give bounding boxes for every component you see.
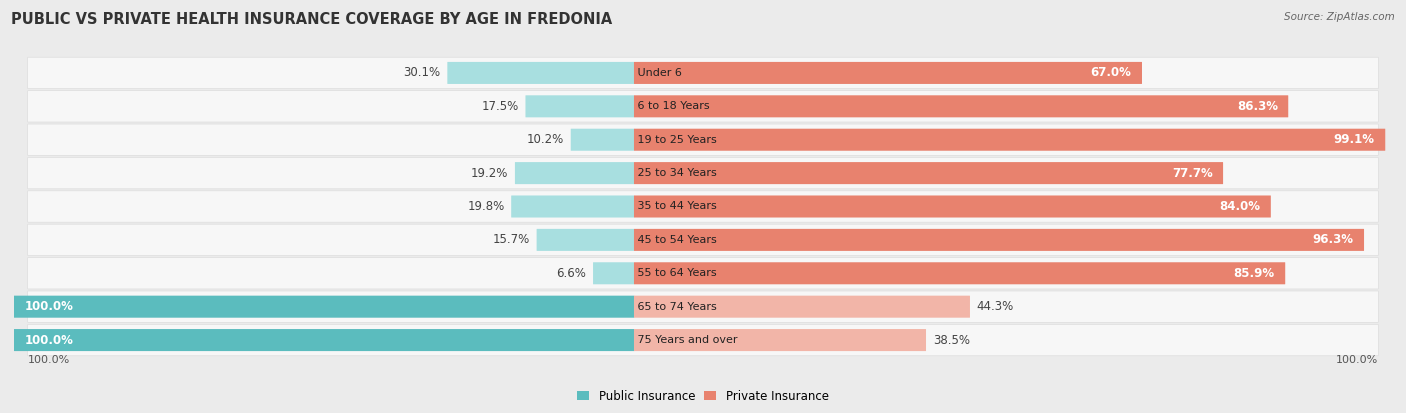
Text: 25 to 34 Years: 25 to 34 Years: [634, 168, 717, 178]
FancyBboxPatch shape: [28, 57, 1378, 89]
Text: 6 to 18 Years: 6 to 18 Years: [634, 101, 710, 112]
FancyBboxPatch shape: [28, 191, 1378, 222]
Text: 100.0%: 100.0%: [1336, 355, 1378, 365]
FancyBboxPatch shape: [28, 258, 1378, 289]
Text: 6.6%: 6.6%: [557, 267, 586, 280]
Text: PUBLIC VS PRIVATE HEALTH INSURANCE COVERAGE BY AGE IN FREDONIA: PUBLIC VS PRIVATE HEALTH INSURANCE COVER…: [11, 12, 613, 27]
Text: 100.0%: 100.0%: [24, 300, 73, 313]
Text: Under 6: Under 6: [634, 68, 682, 78]
FancyBboxPatch shape: [634, 262, 1285, 284]
Text: 30.1%: 30.1%: [404, 66, 440, 79]
FancyBboxPatch shape: [28, 291, 1378, 323]
Text: 100.0%: 100.0%: [28, 355, 70, 365]
Text: 45 to 54 Years: 45 to 54 Years: [634, 235, 717, 245]
Text: 19.2%: 19.2%: [471, 166, 508, 180]
Text: 35 to 44 Years: 35 to 44 Years: [634, 202, 717, 211]
Text: 38.5%: 38.5%: [932, 334, 970, 347]
FancyBboxPatch shape: [571, 129, 634, 151]
Text: 75 Years and over: 75 Years and over: [634, 335, 738, 345]
FancyBboxPatch shape: [28, 157, 1378, 189]
Text: 84.0%: 84.0%: [1219, 200, 1260, 213]
FancyBboxPatch shape: [515, 162, 634, 184]
Text: 10.2%: 10.2%: [527, 133, 564, 146]
Text: 86.3%: 86.3%: [1237, 100, 1278, 113]
Text: 99.1%: 99.1%: [1334, 133, 1375, 146]
Text: 65 to 74 Years: 65 to 74 Years: [634, 301, 717, 312]
Legend: Public Insurance, Private Insurance: Public Insurance, Private Insurance: [572, 385, 834, 408]
Text: 15.7%: 15.7%: [492, 233, 530, 247]
Text: 19.8%: 19.8%: [467, 200, 505, 213]
FancyBboxPatch shape: [634, 162, 1223, 184]
FancyBboxPatch shape: [634, 129, 1385, 151]
Text: 67.0%: 67.0%: [1091, 66, 1132, 79]
FancyBboxPatch shape: [447, 62, 634, 84]
FancyBboxPatch shape: [634, 195, 1271, 218]
FancyBboxPatch shape: [28, 224, 1378, 256]
FancyBboxPatch shape: [28, 324, 1378, 356]
Text: 44.3%: 44.3%: [977, 300, 1014, 313]
Text: 77.7%: 77.7%: [1171, 166, 1212, 180]
FancyBboxPatch shape: [28, 124, 1378, 155]
FancyBboxPatch shape: [634, 229, 1364, 251]
FancyBboxPatch shape: [634, 296, 970, 318]
Text: 85.9%: 85.9%: [1233, 267, 1275, 280]
Text: 96.3%: 96.3%: [1313, 233, 1354, 247]
FancyBboxPatch shape: [512, 195, 634, 218]
FancyBboxPatch shape: [526, 95, 634, 117]
FancyBboxPatch shape: [593, 262, 634, 284]
FancyBboxPatch shape: [28, 90, 1378, 122]
Text: 100.0%: 100.0%: [24, 334, 73, 347]
FancyBboxPatch shape: [634, 329, 927, 351]
Text: 19 to 25 Years: 19 to 25 Years: [634, 135, 717, 145]
Text: 17.5%: 17.5%: [481, 100, 519, 113]
FancyBboxPatch shape: [14, 296, 634, 318]
FancyBboxPatch shape: [634, 62, 1142, 84]
FancyBboxPatch shape: [537, 229, 634, 251]
FancyBboxPatch shape: [14, 329, 634, 351]
Text: Source: ZipAtlas.com: Source: ZipAtlas.com: [1284, 12, 1395, 22]
Text: 55 to 64 Years: 55 to 64 Years: [634, 268, 717, 278]
FancyBboxPatch shape: [634, 95, 1288, 117]
